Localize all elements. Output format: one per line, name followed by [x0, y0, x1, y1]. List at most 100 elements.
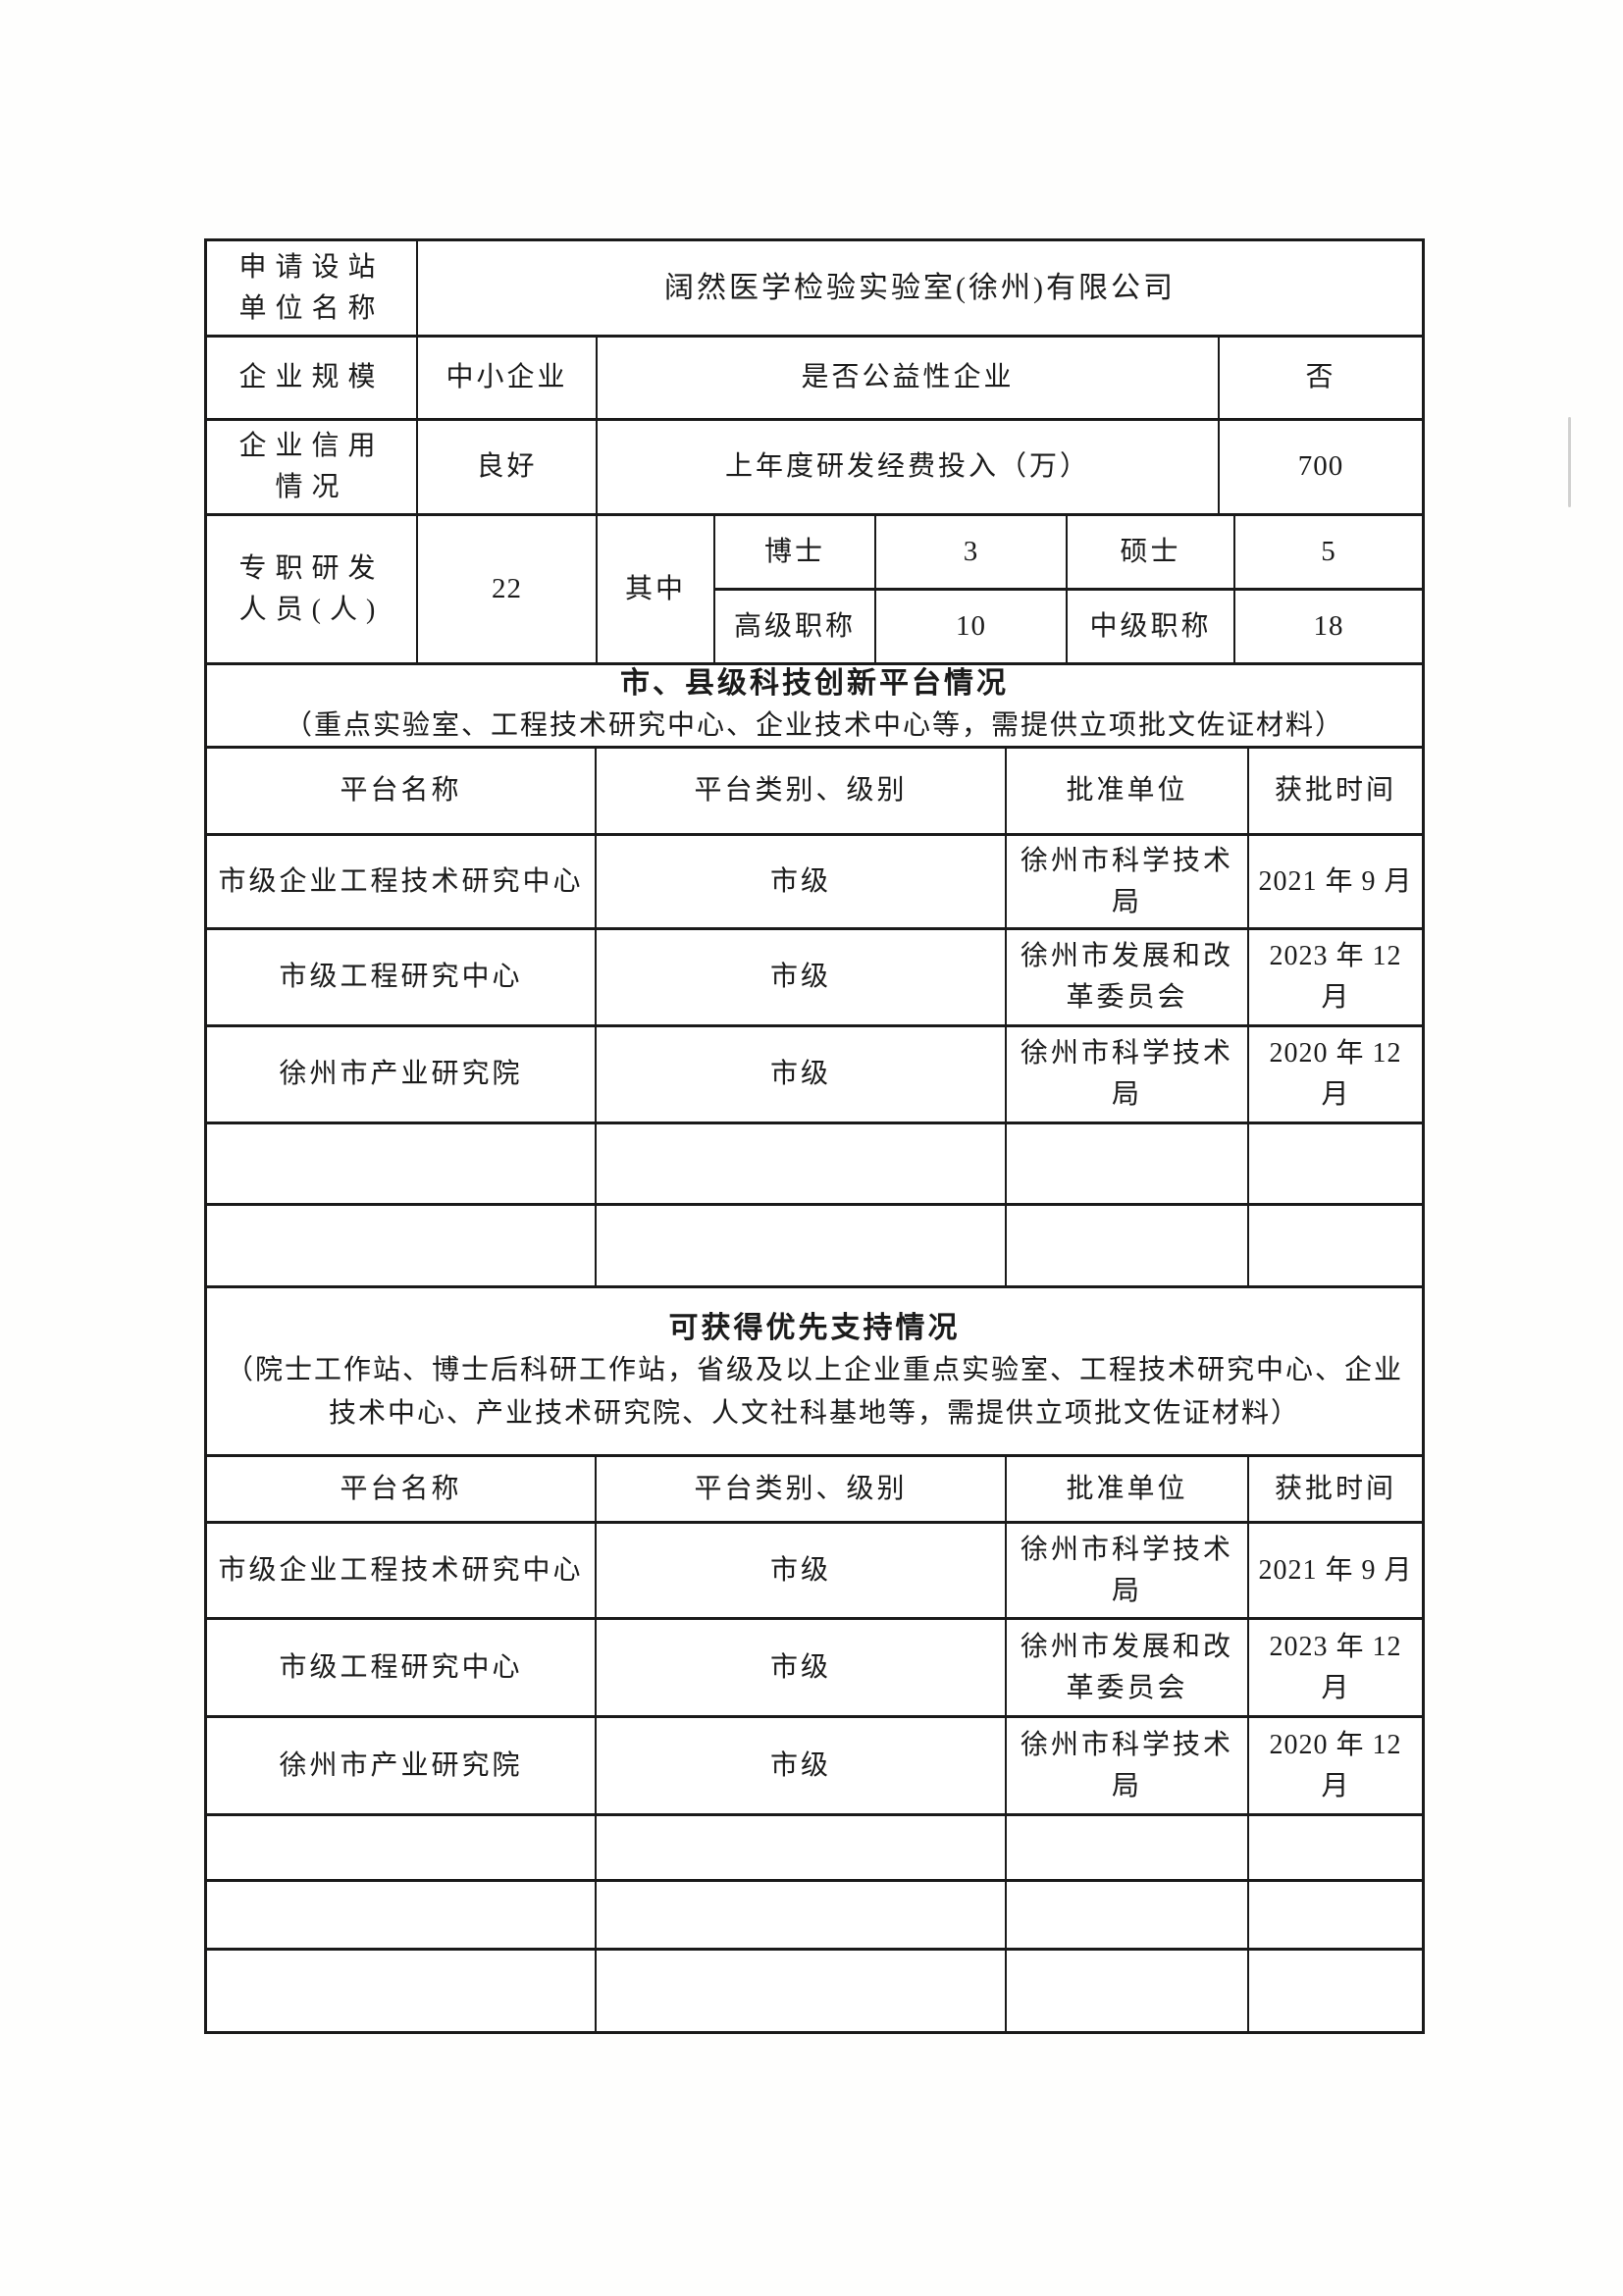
approval-date-cell: 2021 年 9 月 — [1258, 1554, 1413, 1586]
application-form-table: 申请设站 单位名称 阔然医学检验实验室(徐州)有限公司 企业规模 中小企业 是否… — [204, 238, 1425, 2034]
approval-unit-cell: 徐州市科学技术局 — [1007, 1027, 1249, 1122]
approval-unit-cell: 徐州市发展和改革委员会 — [1007, 1620, 1249, 1715]
approval-unit-cell — [1007, 1882, 1249, 1948]
city-platform-data-row: 徐州市产业研究院 市级 徐州市科学技术局 2020 年 12 月 — [207, 1027, 1422, 1124]
city-platform-data-row: 市级企业工程技术研究中心 市级 徐州市科学技术局 2021 年 9 月 — [207, 836, 1422, 930]
rd-staff-row: 专职研发 人员(人) 22 其中 博士 3 硕士 5 高级职称 10 中级职称 … — [207, 516, 1422, 665]
platform-name-header-cell: 平台名称 — [207, 749, 597, 833]
credit-value-cell: 良好 — [418, 421, 598, 513]
scan-artifact — [1568, 417, 1571, 507]
enterprise-scale-value-cell: 中小企业 — [418, 338, 598, 418]
approval-date-cell: 2023 年 12 月 — [1269, 1631, 1402, 1703]
approval-date-cell: 2020 年 12 月 — [1269, 1729, 1402, 1801]
senior-title-value-cell: 10 — [876, 591, 1068, 662]
city-platform-section-note: （重点实验室、工程技术研究中心、企业技术中心等，需提供立项批文佐证材料） — [284, 710, 1344, 742]
platform-type-header-cell: 平台类别、级别 — [597, 1457, 1007, 1521]
platform-type-cell — [597, 1882, 1007, 1948]
platform-type-cell: 市级 — [597, 1718, 1007, 1813]
approval-unit-cell: 徐州市科学技术局 — [1007, 836, 1249, 927]
platform-name-cell: 市级企业工程技术研究中心 — [207, 1524, 597, 1617]
staff-breakdown-bottom-row: 高级职称 10 中级职称 18 — [715, 591, 1422, 662]
platform-type-cell — [597, 1124, 1007, 1203]
platform-name-cell: 徐州市产业研究院 — [207, 1027, 597, 1122]
city-platform-empty-row — [207, 1124, 1422, 1206]
platform-name-cell: 市级工程研究中心 — [207, 930, 597, 1024]
priority-platform-empty-row — [207, 1882, 1422, 1951]
city-platform-section-header: 市、县级科技创新平台情况 （重点实验室、工程技术研究中心、企业技术中心等，需提供… — [207, 665, 1422, 749]
approval-unit-cell — [1007, 1816, 1249, 1879]
approval-date-header-cell: 获批时间 — [1274, 1473, 1396, 1504]
approval-unit-header-cell: 批准单位 — [1007, 749, 1249, 833]
credit-label-cell: 企业信用 情况 — [207, 421, 418, 513]
priority-platform-empty-row — [207, 1951, 1422, 2031]
approval-date-cell: 2023 年 12 月 — [1269, 941, 1402, 1013]
priority-support-section-title: 可获得优先支持情况 — [668, 1312, 961, 1345]
applicant-name-label-cell: 申请设站 单位名称 — [207, 241, 418, 335]
platform-name-cell — [207, 1882, 597, 1948]
platform-type-cell — [597, 1206, 1007, 1285]
doctor-value-cell: 3 — [876, 516, 1068, 588]
rd-investment-value-cell: 700 — [1297, 450, 1344, 483]
rd-investment-label-cell: 上年度研发经费投入（万） — [598, 421, 1220, 513]
enterprise-scale-label-cell: 企业规模 — [207, 338, 418, 418]
applicant-name-value-cell: 阔然医学检验实验室(徐州)有限公司 — [664, 272, 1176, 304]
doctor-label-cell: 博士 — [715, 516, 876, 588]
approval-unit-cell — [1007, 1124, 1249, 1203]
approval-date-cell: 2020 年 12 月 — [1269, 1038, 1402, 1110]
platform-name-cell: 市级企业工程技术研究中心 — [207, 836, 597, 927]
priority-platform-data-row: 市级企业工程技术研究中心 市级 徐州市科学技术局 2021 年 9 月 — [207, 1524, 1422, 1620]
senior-title-label-cell: 高级职称 — [715, 591, 876, 662]
platform-name-cell — [207, 1816, 597, 1879]
platform-name-cell: 徐州市产业研究院 — [207, 1718, 597, 1813]
priority-platform-empty-row — [207, 1816, 1422, 1882]
mid-title-value-cell: 18 — [1313, 609, 1344, 642]
mid-title-label-cell: 中级职称 — [1068, 591, 1235, 662]
platform-type-cell: 市级 — [597, 1620, 1007, 1715]
platform-name-cell — [207, 1124, 597, 1203]
platform-type-cell — [597, 1951, 1007, 2031]
platform-type-cell: 市级 — [597, 930, 1007, 1024]
platform-name-cell — [207, 1951, 597, 2031]
approval-unit-cell: 徐州市发展和改革委员会 — [1007, 930, 1249, 1024]
platform-type-cell — [597, 1816, 1007, 1879]
enterprise-scale-row: 企业规模 中小企业 是否公益性企业 否 — [207, 338, 1422, 421]
approval-unit-cell: 徐州市科学技术局 — [1007, 1718, 1249, 1813]
priority-platform-header-row: 平台名称 平台类别、级别 批准单位 获批时间 — [207, 1457, 1422, 1524]
master-value-cell: 5 — [1321, 535, 1336, 567]
approval-date-cell — [1249, 1816, 1422, 1879]
applicant-name-row: 申请设站 单位名称 阔然医学检验实验室(徐州)有限公司 — [207, 241, 1422, 338]
city-platform-header-row: 平台名称 平台类别、级别 批准单位 获批时间 — [207, 749, 1422, 836]
rd-staff-label-cell: 专职研发 人员(人) — [207, 516, 418, 662]
platform-type-cell: 市级 — [597, 1524, 1007, 1617]
priority-platform-data-row: 市级工程研究中心 市级 徐州市发展和改革委员会 2023 年 12 月 — [207, 1620, 1422, 1718]
approval-date-cell — [1249, 1951, 1422, 2031]
platform-name-cell: 市级工程研究中心 — [207, 1620, 597, 1715]
rd-staff-value-cell: 22 — [418, 516, 598, 662]
approval-date-cell — [1249, 1124, 1422, 1203]
platform-type-cell: 市级 — [597, 1027, 1007, 1122]
staff-breakdown-grid: 博士 3 硕士 5 高级职称 10 中级职称 18 — [715, 516, 1422, 662]
credit-row: 企业信用 情况 良好 上年度研发经费投入（万） 700 — [207, 421, 1422, 516]
approval-date-cell — [1249, 1882, 1422, 1948]
approval-unit-cell — [1007, 1951, 1249, 2031]
priority-support-section-header: 可获得优先支持情况 （院士工作站、博士后科研工作站，省级及以上企业重点实验室、工… — [207, 1288, 1422, 1457]
master-label-cell: 硕士 — [1068, 516, 1235, 588]
approval-unit-cell — [1007, 1206, 1249, 1285]
platform-name-cell — [207, 1206, 597, 1285]
platform-type-cell: 市级 — [597, 836, 1007, 927]
approval-date-cell: 2021 年 9 月 — [1258, 865, 1413, 897]
public-welfare-label-cell: 是否公益性企业 — [598, 338, 1220, 418]
approval-unit-cell: 徐州市科学技术局 — [1007, 1524, 1249, 1617]
approval-date-cell — [1249, 1206, 1422, 1285]
among-which-label-cell: 其中 — [598, 516, 715, 662]
approval-unit-header-cell: 批准单位 — [1007, 1457, 1249, 1521]
city-platform-empty-row — [207, 1206, 1422, 1288]
approval-date-header-cell: 获批时间 — [1274, 775, 1396, 806]
priority-support-section-note: （院士工作站、博士后科研工作站，省级及以上企业重点实验室、工程技术研究中心、企业… — [225, 1355, 1403, 1429]
city-platform-data-row: 市级工程研究中心 市级 徐州市发展和改革委员会 2023 年 12 月 — [207, 930, 1422, 1027]
city-platform-section-title: 市、县级科技创新平台情况 — [620, 667, 1009, 701]
priority-platform-data-row: 徐州市产业研究院 市级 徐州市科学技术局 2020 年 12 月 — [207, 1718, 1422, 1816]
public-welfare-value-cell: 否 — [1305, 362, 1336, 392]
platform-name-header-cell: 平台名称 — [207, 1457, 597, 1521]
